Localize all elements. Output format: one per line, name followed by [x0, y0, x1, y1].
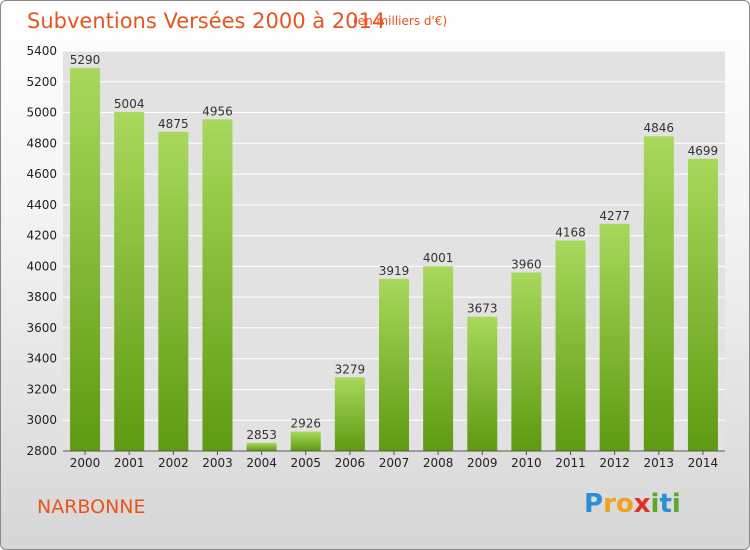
bar-2005 [290, 431, 321, 451]
y-tick-label: 5400 [26, 44, 57, 58]
logo-letter: P [584, 489, 604, 519]
y-tick-label: 3200 [26, 382, 57, 396]
bar-2009 [467, 316, 498, 451]
y-axis: 2800 3000 3200 3400 3600 3800 4000 4200 4400 4600… [26, 44, 57, 458]
x-tick-label: 2001 [114, 456, 145, 470]
x-tick-label: 2008 [423, 456, 454, 470]
bar-2004 [246, 442, 277, 451]
bar-2011 [555, 240, 586, 451]
bar-value-label: 4875 [158, 117, 189, 131]
y-tick-label: 3400 [26, 352, 57, 366]
logo-letter: x [633, 489, 651, 519]
city-name: NARBONNE [37, 496, 146, 518]
proxiti-logo: Proxiti [584, 489, 681, 519]
chart-title: Subventions Versées 2000 à 2014 [27, 9, 386, 33]
bar-2013 [643, 136, 674, 451]
bar-2001 [114, 111, 145, 451]
x-tick-label: 2013 [644, 456, 675, 470]
x-tick-label: 2002 [158, 456, 189, 470]
x-tick-label: 2009 [467, 456, 498, 470]
y-tick-label: 3600 [26, 321, 57, 335]
bar-value-label: 5290 [70, 53, 101, 67]
bar-value-label: 4846 [644, 121, 675, 135]
bars: 5290 5004 4875 4956 2853 2926 3279 3919 4001 3673… [70, 53, 719, 452]
y-tick-label: 5200 [26, 75, 57, 89]
y-tick-label: 4200 [26, 229, 57, 243]
bar-value-label: 3673 [467, 302, 498, 316]
bar-value-label: 4277 [599, 209, 630, 223]
bar-value-label: 2926 [290, 417, 321, 431]
bar-2012 [599, 223, 630, 451]
x-tick-label: 2011 [555, 456, 586, 470]
y-tick-label: 3800 [26, 290, 57, 304]
logo-letter: t [659, 489, 672, 519]
x-tick-label: 2004 [246, 456, 277, 470]
x-tick-label: 2000 [70, 456, 101, 470]
bar-2008 [423, 266, 454, 451]
y-tick-label: 4600 [26, 167, 57, 181]
y-tick-label: 3000 [26, 413, 57, 427]
logo-letter: o [615, 489, 634, 519]
logo-letter: i [650, 489, 660, 519]
bar-2014 [687, 158, 718, 451]
chart-subtitle: (en milliers d'€) [353, 14, 448, 28]
x-tick-label: 2012 [599, 456, 630, 470]
y-tick-label: 4400 [26, 198, 57, 212]
bar-2002 [158, 131, 189, 451]
logo-letter: i [671, 489, 681, 519]
x-tick-label: 2003 [202, 456, 233, 470]
y-tick-label: 2800 [26, 444, 57, 458]
bar-2003 [202, 119, 233, 452]
bar-value-label: 5004 [114, 97, 145, 111]
bar-2007 [379, 278, 409, 451]
x-tick-label: 2007 [379, 456, 410, 470]
bar-value-label: 4001 [423, 251, 454, 265]
x-tick-label: 2010 [511, 456, 542, 470]
bar-2006 [334, 377, 365, 451]
y-tick-label: 4800 [26, 136, 57, 150]
x-axis: 2000 2001 2002 2003 2004 2005 2006 2007 2008 2009… [63, 450, 725, 470]
y-tick-label: 5000 [26, 106, 57, 120]
bar-value-label: 4956 [202, 104, 233, 118]
x-tick-label: 2014 [688, 456, 719, 470]
bar-value-label: 4168 [555, 226, 586, 240]
y-tick-label: 4000 [26, 259, 57, 273]
bar-value-label: 3279 [335, 362, 366, 376]
x-tick-label: 2005 [290, 456, 321, 470]
bar-value-label: 3960 [511, 258, 542, 272]
bar-value-label: 2853 [246, 428, 277, 442]
x-tick-label: 2006 [335, 456, 366, 470]
bar-value-label: 3919 [379, 264, 410, 278]
bar-2010 [511, 272, 542, 451]
bar-value-label: 4699 [688, 144, 719, 158]
bar-2000 [70, 67, 101, 451]
logo-letter: r [603, 489, 616, 519]
